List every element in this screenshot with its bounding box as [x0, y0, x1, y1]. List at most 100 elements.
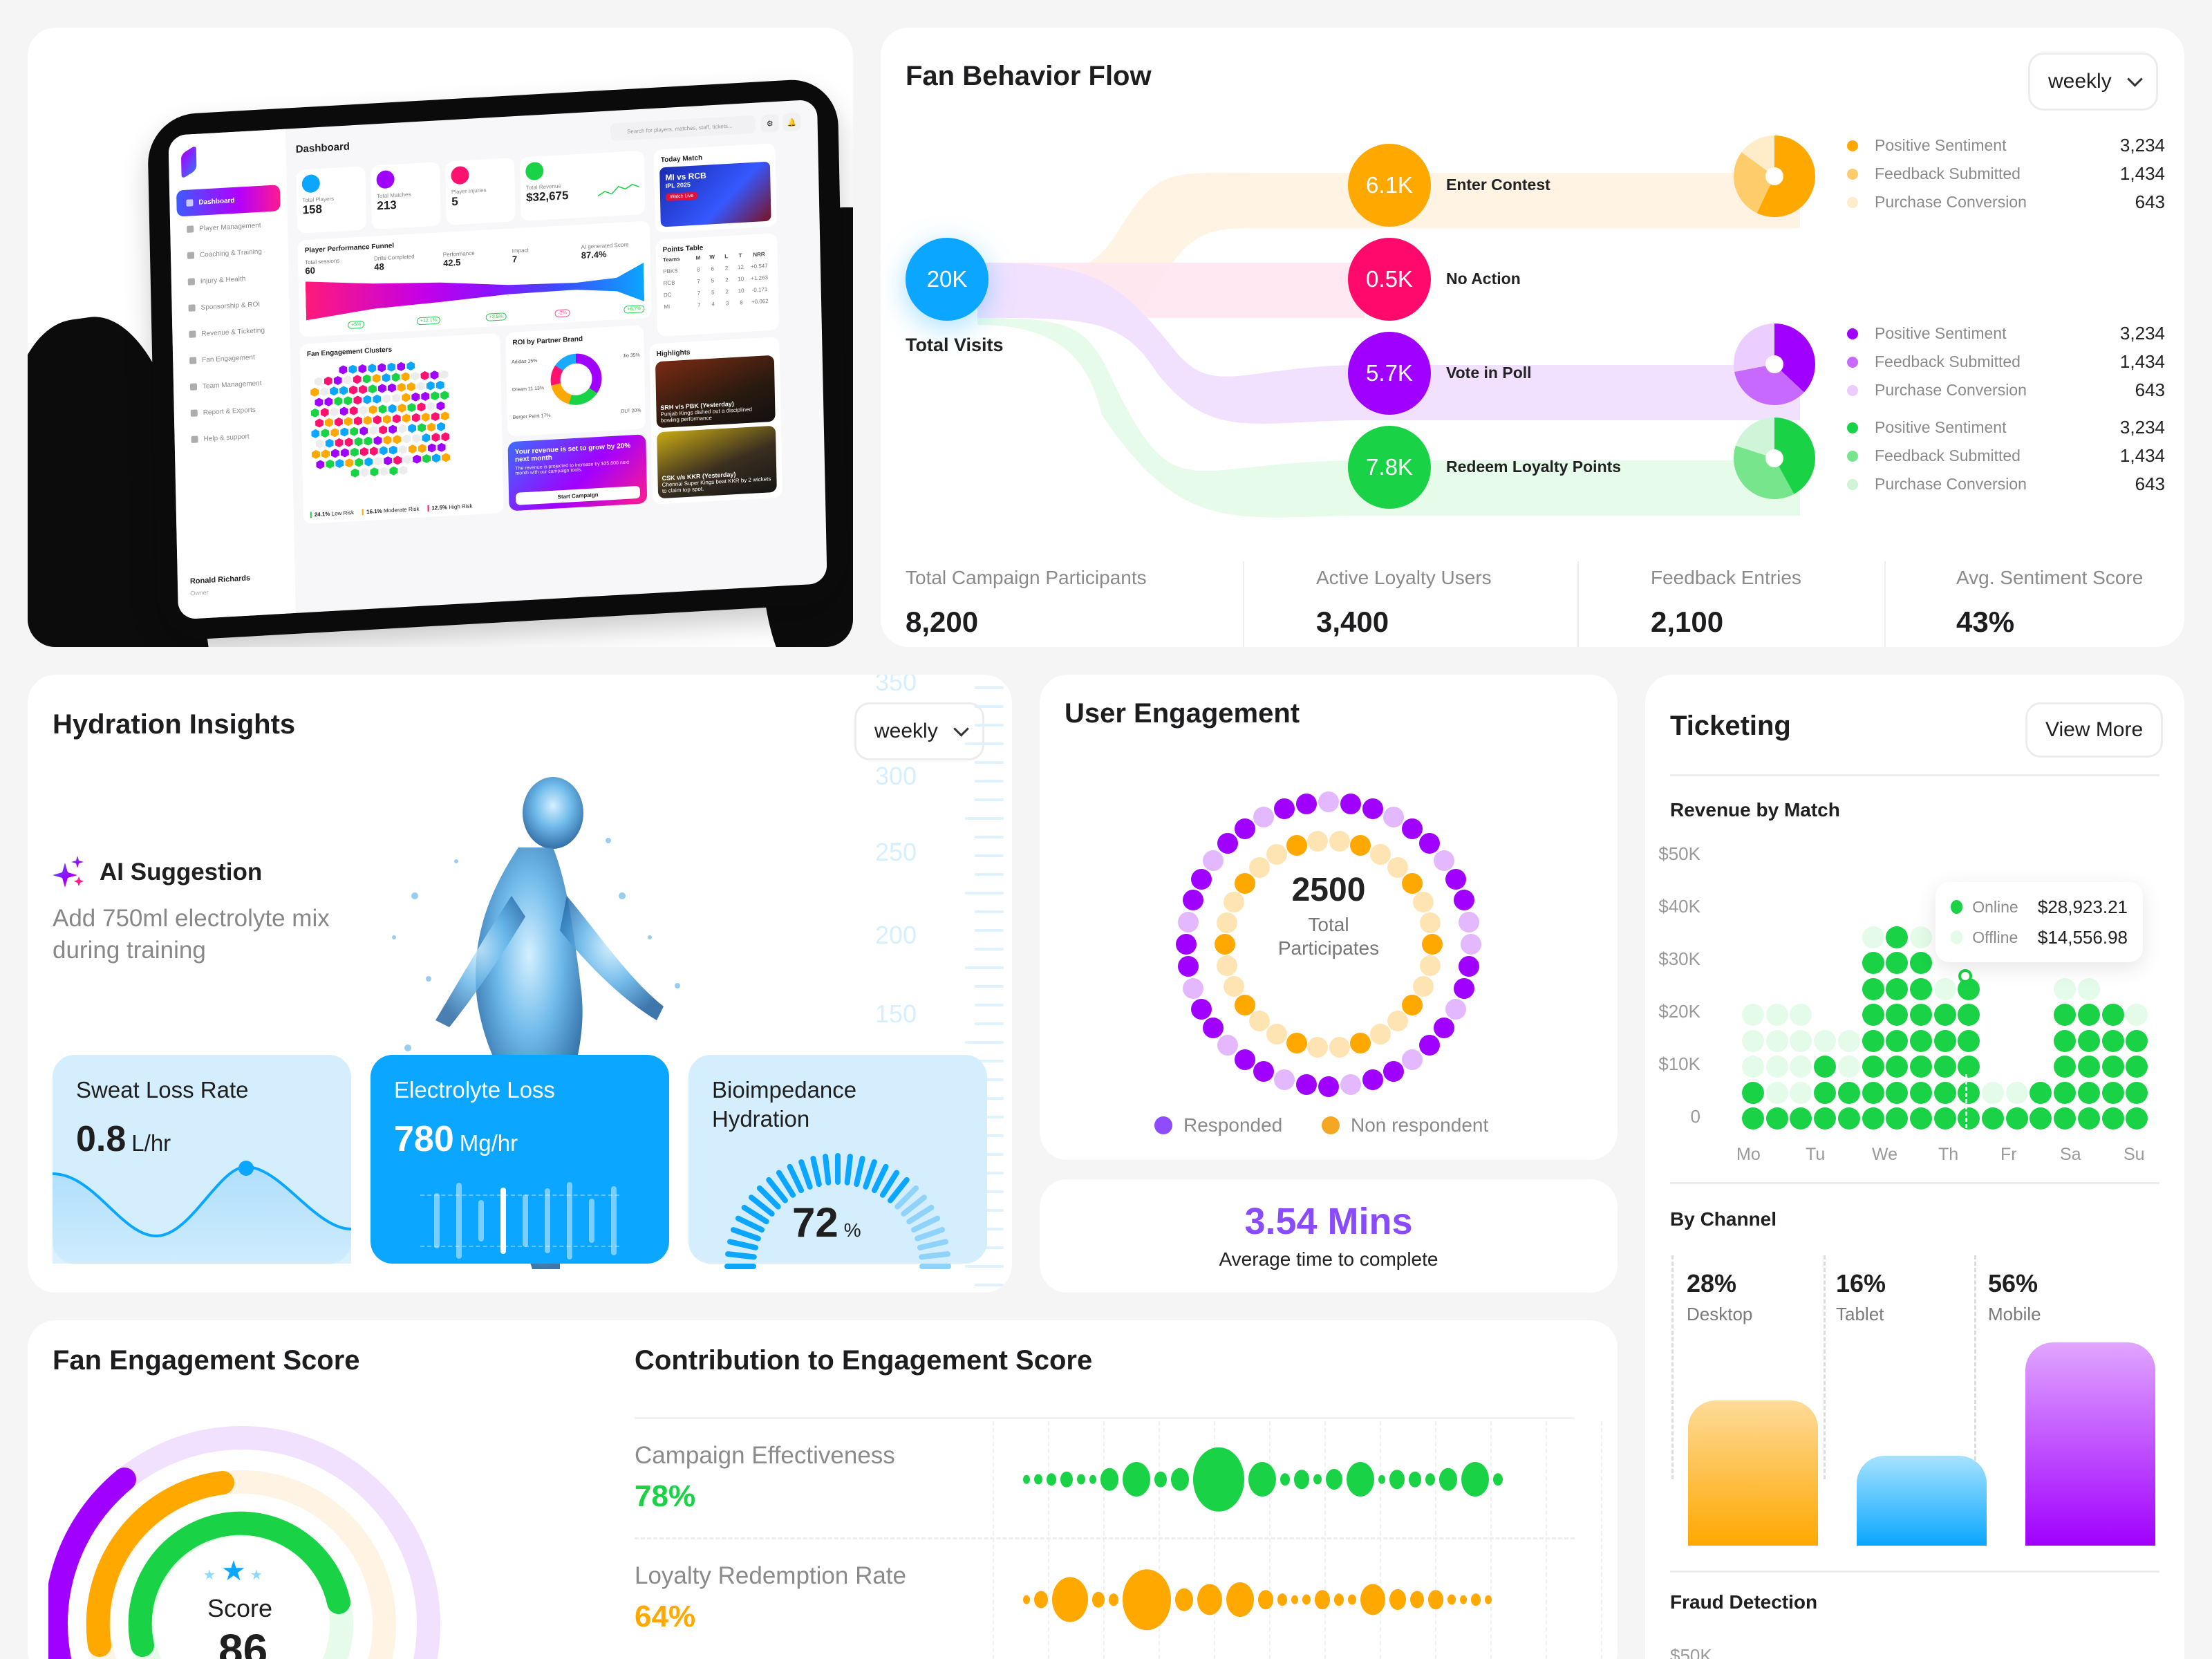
hex-cell [315, 418, 324, 428]
bar-tablet[interactable] [1857, 1456, 1987, 1546]
flow-node-enter-contest[interactable]: 6.1K [1348, 144, 1431, 227]
ruler-tick [975, 1134, 1004, 1137]
revenue-dot [2126, 1029, 2148, 1052]
revenue-dot [1742, 1107, 1764, 1130]
responded-dot [1362, 798, 1383, 820]
card-title: Fan Engagement Score [53, 1345, 360, 1376]
electrolyte-bar [523, 1194, 528, 1247]
user-role: Owner [190, 588, 209, 597]
non-respondent-dot [1402, 872, 1423, 894]
hex-cell [402, 393, 410, 402]
contribution-dot [1171, 1468, 1189, 1491]
start-campaign-button[interactable]: Start Campaign [516, 485, 641, 505]
hex-cell [344, 438, 353, 447]
hex-cell [393, 456, 402, 465]
revenue-dot [1958, 1107, 1980, 1130]
hex-cell [382, 373, 390, 383]
hex-cell [397, 362, 405, 371]
revenue-dot [1862, 1107, 1884, 1130]
responded-dot [1402, 818, 1423, 840]
flow-node-vote-in-poll[interactable]: 5.7K [1348, 332, 1431, 415]
ruler-tick [975, 1004, 1004, 1006]
responded-dot [1203, 1018, 1224, 1039]
hex-cell [393, 414, 401, 424]
settings-icon[interactable]: ⚙ [760, 113, 779, 133]
revenue-dot [1933, 977, 1956, 1000]
hex-cell [406, 362, 415, 371]
period-select[interactable]: weekly [854, 702, 984, 760]
responded-dot [1234, 1049, 1255, 1070]
fan-icon [189, 357, 197, 364]
non-respondent-dot [1286, 835, 1307, 856]
revenue-dot [1742, 1004, 1764, 1026]
hex-cell [402, 434, 411, 444]
flow-node-redeem-loyalty[interactable]: 7.8K [1348, 426, 1431, 509]
gridline [1380, 1421, 1381, 1659]
hex-cell [403, 455, 411, 465]
non-respondent-dot [1234, 872, 1255, 894]
match-banner[interactable]: MI vs RCB IPL 2025 Watch Live [659, 161, 771, 227]
hex-cell [399, 445, 407, 455]
contribution-dot [1193, 1447, 1244, 1512]
contribution-dot [1060, 1471, 1073, 1488]
hex-cell [412, 413, 420, 422]
hex-cell [344, 396, 352, 406]
revenue-dot [1790, 1056, 1812, 1078]
contribution-dot [1089, 1474, 1096, 1484]
contribution-dot [1077, 1474, 1085, 1485]
highlight-card[interactable]: SRH v/s PBK (Yesterday) Punjab Kings dish… [655, 355, 776, 429]
period-select[interactable]: weekly [2028, 53, 2158, 111]
sweat-loss-rate-card[interactable]: Sweat Loss Rate 0.8 L/hr [53, 1055, 351, 1264]
revenue-dot [1958, 1004, 1980, 1026]
contribution-dot [1034, 1474, 1042, 1485]
funnel-drills: Drills Completed 48 [373, 253, 415, 272]
hex-cell [355, 458, 363, 467]
revenue-dot [1790, 1107, 1812, 1130]
gridline [1601, 1421, 1602, 1659]
hex-cell [340, 406, 348, 416]
gridline [1824, 1255, 1826, 1479]
revenue-dot [1958, 1056, 1980, 1078]
gridline [1159, 1421, 1160, 1659]
gridline [1671, 1255, 1674, 1479]
bar-mobile[interactable] [2025, 1342, 2155, 1546]
ai-suggestion-text: Add 750ml electrolyte mix during trainin… [53, 905, 330, 964]
badge: +6.7% [624, 305, 645, 314]
revenue-dot [1814, 1056, 1837, 1078]
tablet-search-input[interactable]: Search for players, matches, staff, tick… [610, 115, 756, 142]
bioimpedance-card[interactable]: Bioimpedance Hydration 72% [688, 1055, 987, 1269]
revenue-dot [1837, 1029, 1860, 1052]
revenue-dot [1958, 1081, 1980, 1104]
view-more-button[interactable]: View More [2025, 702, 2164, 758]
responded-dot [1191, 998, 1212, 1020]
non-respondent-dot [1402, 995, 1423, 1016]
ruler-tick [975, 1022, 1004, 1025]
revenue-tooltip: Online $28,923.21 Offline $14,556.98 [1936, 882, 2143, 962]
contribution-dot [1092, 1591, 1105, 1608]
highlight-card[interactable]: CSK v/s KKR (Yesterday) Chennai Super Kin… [657, 425, 777, 499]
revenue-dot [2077, 1029, 2100, 1052]
flow-source-node[interactable]: 20K [906, 238, 988, 321]
nav-help[interactable]: Help & support [181, 421, 285, 453]
electrolyte-loss-card[interactable]: Electrolyte Loss 780 Mg/hr [371, 1055, 669, 1264]
revenue-title: Revenue by Match [1670, 799, 1840, 821]
watch-live-button[interactable]: Watch Live [665, 191, 698, 202]
revenue-dot [1765, 1081, 1788, 1104]
bell-icon[interactable]: 🔔 [782, 112, 801, 132]
flow-node-label: No Action [1446, 270, 1521, 288]
revenue-dot [1862, 977, 1884, 1000]
bar-desktop[interactable] [1688, 1400, 1818, 1546]
gridline [1103, 1421, 1105, 1659]
contribution-dot [1348, 1594, 1356, 1605]
gridline [1048, 1421, 1049, 1659]
revenue-dot [1742, 1029, 1764, 1052]
contribution-dot [1302, 1594, 1311, 1605]
ruler-tick [975, 1228, 1004, 1230]
contribution-dot [1280, 1473, 1290, 1485]
electrolyte-bar [611, 1186, 617, 1255]
contribution-dot [1410, 1591, 1424, 1609]
gridline [1435, 1421, 1436, 1659]
hex-cell [354, 416, 362, 426]
flow-node-no-action[interactable]: 0.5K [1348, 238, 1431, 321]
breakdown-pie-enter-contest [1734, 135, 1815, 217]
